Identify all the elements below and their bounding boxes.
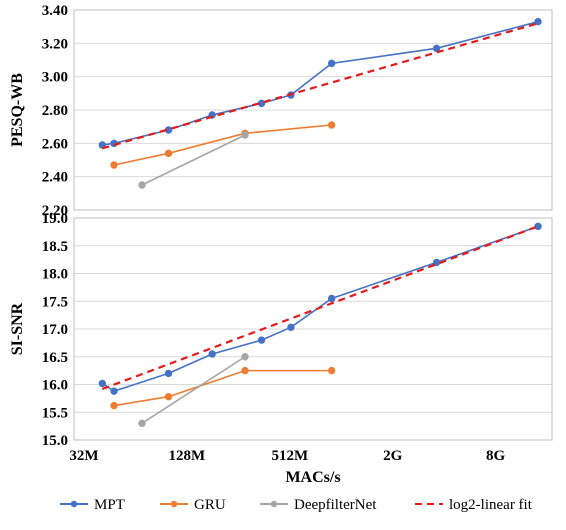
y-tick-label: 16.5 [42, 350, 68, 366]
y-axis-label: PESQ-WB [9, 73, 26, 147]
y-tick-label: 2.60 [42, 136, 68, 152]
marker [165, 150, 171, 156]
series-log2-linear-fit [102, 226, 538, 389]
legend-marker [271, 501, 277, 507]
y-tick-label: 18.0 [42, 267, 68, 283]
marker [433, 45, 439, 51]
marker [328, 60, 334, 66]
x-tick-label: 512M [271, 448, 308, 464]
legend-label: DeepfilterNet [294, 497, 377, 513]
marker [99, 380, 105, 386]
legend-label: log2-linear fit [449, 497, 533, 513]
marker [139, 182, 145, 188]
y-tick-label: 3.00 [42, 70, 68, 86]
y-axis-label: SI-SNR [9, 302, 26, 355]
series-deepfilternet [142, 135, 245, 185]
legend-label: GRU [194, 497, 226, 513]
marker [242, 367, 248, 373]
x-tick-label: 128M [169, 448, 206, 464]
y-tick-label: 17.0 [42, 322, 68, 338]
legend-marker [71, 501, 77, 507]
marker [242, 354, 248, 360]
marker [258, 337, 264, 343]
y-tick-label: 18.5 [42, 239, 68, 255]
series-deepfilternet [142, 357, 245, 424]
y-tick-label: 17.5 [42, 294, 68, 310]
y-tick-label: 2.80 [42, 103, 68, 119]
marker [165, 394, 171, 400]
y-tick-label: 16.0 [42, 378, 68, 394]
marker [111, 402, 117, 408]
legend-label: MPT [94, 497, 125, 513]
dual-panel-chart: 2.202.402.602.803.003.203.40PESQ-WB15.01… [0, 0, 566, 530]
marker [165, 370, 171, 376]
marker [111, 162, 117, 168]
marker [139, 420, 145, 426]
x-tick-label: 32M [69, 448, 98, 464]
y-tick-label: 3.20 [42, 36, 68, 52]
y-tick-label: 3.40 [42, 3, 68, 19]
series-gru [114, 371, 332, 406]
marker [328, 295, 334, 301]
marker [288, 324, 294, 330]
y-tick-label: 2.40 [42, 170, 68, 186]
x-axis-label: MACs/s [285, 469, 340, 486]
marker [328, 122, 334, 128]
legend-marker [171, 501, 177, 507]
y-tick-label: 15.5 [42, 405, 68, 421]
marker [209, 351, 215, 357]
marker [242, 132, 248, 138]
y-tick-label: 15.0 [42, 433, 68, 449]
marker [111, 388, 117, 394]
marker [328, 367, 334, 373]
x-tick-label: 8G [486, 448, 506, 464]
y-tick-label: 19.0 [42, 211, 68, 227]
x-tick-label: 2G [383, 448, 403, 464]
